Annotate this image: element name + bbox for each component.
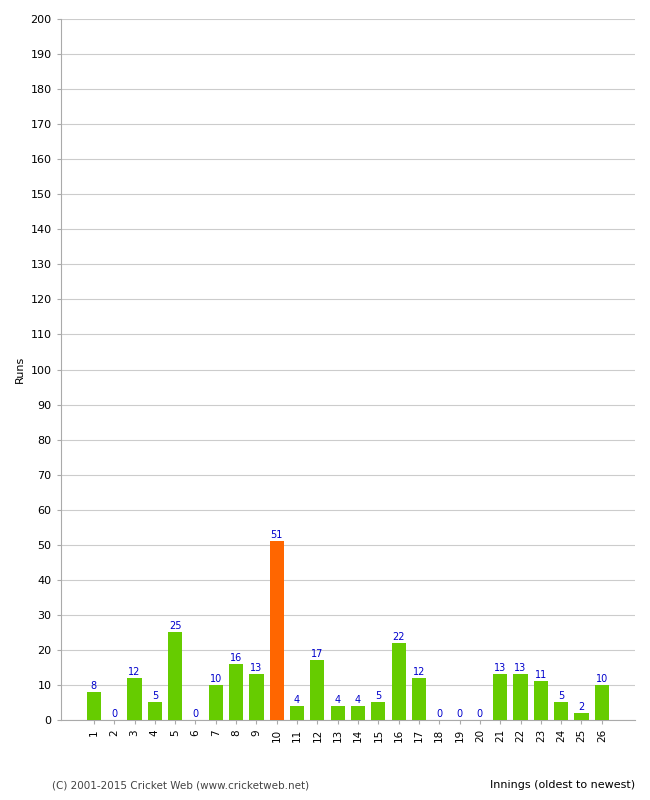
Text: 22: 22 <box>393 632 405 642</box>
Bar <box>127 678 142 720</box>
Text: 12: 12 <box>128 667 141 677</box>
Bar <box>331 706 345 720</box>
Text: (C) 2001-2015 Cricket Web (www.cricketweb.net): (C) 2001-2015 Cricket Web (www.cricketwe… <box>52 781 309 790</box>
Bar <box>310 661 324 720</box>
Bar <box>575 713 589 720</box>
Bar <box>534 682 548 720</box>
Text: 10: 10 <box>210 674 222 684</box>
Text: 5: 5 <box>375 691 382 702</box>
Text: 17: 17 <box>311 650 324 659</box>
Text: 10: 10 <box>595 674 608 684</box>
Bar <box>351 706 365 720</box>
Text: 16: 16 <box>230 653 242 663</box>
Text: 4: 4 <box>335 695 341 705</box>
Text: 0: 0 <box>192 709 198 719</box>
Text: Innings (oldest to newest): Innings (oldest to newest) <box>490 779 635 790</box>
Y-axis label: Runs: Runs <box>15 356 25 383</box>
Text: 25: 25 <box>169 622 181 631</box>
Bar <box>493 674 507 720</box>
Text: 4: 4 <box>294 695 300 705</box>
Text: 5: 5 <box>558 691 564 702</box>
Bar <box>412 678 426 720</box>
Bar <box>148 702 162 720</box>
Bar <box>514 674 528 720</box>
Bar <box>87 692 101 720</box>
Text: 13: 13 <box>494 663 506 674</box>
Bar <box>554 702 568 720</box>
Text: 8: 8 <box>91 681 97 691</box>
Text: 51: 51 <box>270 530 283 540</box>
Text: 4: 4 <box>355 695 361 705</box>
Bar <box>391 643 406 720</box>
Text: 2: 2 <box>578 702 584 712</box>
Text: 0: 0 <box>477 709 483 719</box>
Bar <box>229 664 243 720</box>
Bar <box>209 685 223 720</box>
Text: 0: 0 <box>436 709 443 719</box>
Bar <box>270 542 284 720</box>
Text: 11: 11 <box>535 670 547 680</box>
Bar <box>250 674 263 720</box>
Bar <box>168 632 182 720</box>
Text: 5: 5 <box>151 691 158 702</box>
Text: 13: 13 <box>250 663 263 674</box>
Text: 13: 13 <box>514 663 526 674</box>
Bar <box>595 685 609 720</box>
Bar <box>290 706 304 720</box>
Text: 0: 0 <box>111 709 117 719</box>
Text: 0: 0 <box>456 709 463 719</box>
Text: 12: 12 <box>413 667 425 677</box>
Bar <box>371 702 385 720</box>
